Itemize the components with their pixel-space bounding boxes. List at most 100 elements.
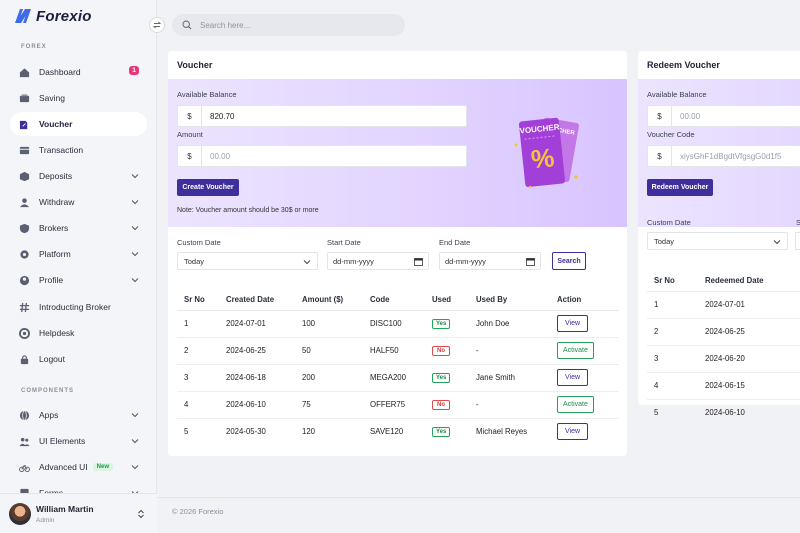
redeem-table: Sr No Redeemed Date 1 2024-07-01 2 2024-06…: [647, 270, 800, 426]
gear-icon: [18, 248, 30, 260]
amount-label: Amount: [177, 130, 203, 139]
redeem-voucher-button[interactable]: Redeem Voucher: [647, 179, 713, 196]
search-button[interactable]: Search: [552, 252, 586, 270]
cell-date: 2024-06-18: [219, 364, 295, 392]
topbar: [149, 0, 800, 48]
sidebar-item-voucher[interactable]: Voucher: [10, 112, 147, 136]
currency-prefix: $: [648, 146, 672, 166]
view-button[interactable]: View: [557, 423, 589, 441]
cell-code: MEGA200: [363, 364, 425, 392]
cell-used-by: Jane Smith: [469, 364, 550, 392]
cell-sr: 4: [177, 391, 219, 419]
hashtag-icon: [18, 301, 30, 313]
home-icon: [18, 66, 30, 78]
used-badge: Yes: [432, 319, 451, 329]
chevron-down-icon: [131, 200, 139, 205]
cell-date: 2024-06-10: [705, 408, 745, 418]
sidebar-item-brokers[interactable]: Brokers: [10, 216, 147, 240]
available-balance-field[interactable]: $ 820.70: [177, 105, 467, 127]
withdraw-icon: [18, 196, 30, 208]
col-created-date: Created Date: [219, 289, 295, 311]
start-date-label: Start Date: [327, 238, 361, 247]
sidebar-item-helpdesk[interactable]: Helpdesk: [10, 321, 147, 345]
cell-used-by: Michael Reyes: [476, 427, 528, 437]
redeem-balance-label: Available Balance: [647, 90, 707, 99]
sidebar-item-label: Platform: [39, 249, 71, 259]
sidebar-item-withdraw[interactable]: Withdraw: [10, 190, 147, 214]
redeem-custom-date-label: Custom Date: [647, 218, 691, 227]
sidebar-item-label: Logout: [39, 354, 65, 364]
chevron-down-icon: [131, 174, 139, 179]
sidebar-item-ui-elements[interactable]: UI Elements: [10, 429, 147, 453]
sidebar-item-advanced-ui[interactable]: Advanced UI New: [10, 455, 147, 479]
notification-badge: 1: [129, 66, 139, 75]
redeem-balance-placeholder: 00.00: [680, 111, 701, 121]
table-row: 4 2024-06-15: [647, 372, 800, 400]
cell-sr: 3: [647, 345, 698, 373]
sidebar-item-saving[interactable]: Saving: [10, 86, 147, 110]
view-button[interactable]: View: [557, 369, 589, 386]
table-row: 3 2024-06-20: [647, 345, 800, 373]
table-row: 2 2024-06-25 50 HALF50 No - Activate: [177, 337, 619, 365]
cell-date: 2024-06-25: [698, 318, 800, 346]
logo[interactable]: Forexio: [14, 6, 92, 26]
voucher-code-field[interactable]: $ xiysGhF1dBgdtVfgsgG0d1f5: [647, 145, 800, 167]
cell-code: HALF50: [363, 337, 425, 365]
start-date-input[interactable]: dd-mm-yyyy: [327, 252, 429, 270]
sidebar-item-profile[interactable]: Profile: [10, 268, 147, 292]
available-balance-label: Available Balance: [177, 90, 237, 99]
redeem-title: Redeem Voucher: [647, 60, 720, 70]
sidebar-item-introducing-broker[interactable]: Introducting Broker: [10, 295, 147, 319]
chevron-up-down-icon[interactable]: [137, 509, 145, 519]
amount-field[interactable]: $ 00.00: [177, 145, 467, 167]
sidebar-item-transaction[interactable]: Transaction: [10, 138, 147, 162]
redeem-balance-field[interactable]: $ 00.00: [647, 105, 800, 127]
start-date-placeholder: dd-mm-yyyy: [333, 256, 374, 266]
user-name: William Martin: [36, 504, 94, 514]
end-date-input[interactable]: dd-mm-yyyy: [439, 252, 541, 270]
cell-date: 2024-06-10: [219, 391, 295, 419]
user-profile[interactable]: William Martin Admin: [0, 493, 157, 533]
sidebar-item-label: Voucher: [39, 119, 73, 129]
cell-date: 2024-06-25: [219, 337, 295, 365]
custom-date-select[interactable]: Today: [177, 252, 318, 270]
activate-button[interactable]: Activate: [557, 342, 594, 359]
sidebar-toggle-button[interactable]: [149, 17, 165, 33]
cell-date: 2024-07-01: [219, 310, 295, 338]
chevron-down-icon: [773, 240, 781, 245]
swap-icon: [153, 21, 161, 29]
calendar-icon[interactable]: [526, 257, 535, 266]
search-input[interactable]: [200, 20, 390, 30]
lock-icon: [18, 353, 30, 365]
view-button[interactable]: View: [557, 315, 589, 332]
voucher-table: Sr No Created Date Amount ($) Code Used …: [177, 289, 619, 445]
table-row: 5 2024-06-10: [647, 399, 800, 426]
table-row: 4 2024-06-10 75 OFFER75 No - Activate: [177, 391, 619, 419]
cell-code: DISC100: [363, 310, 425, 338]
cell-sr: 2: [647, 318, 698, 346]
voucher-note: Note: Voucher amount should be 30$ or mo…: [177, 207, 319, 214]
sidebar-item-logout[interactable]: Logout: [10, 347, 147, 371]
sidebar-item-apps[interactable]: Apps: [10, 403, 147, 427]
sidebar-item-dashboard[interactable]: Dashboard 1: [10, 60, 147, 84]
cell-amount: 200: [295, 364, 363, 392]
sidebar-item-label: Dashboard: [39, 67, 81, 77]
chevron-down-icon: [131, 226, 139, 231]
sidebar-item-label: Withdraw: [39, 197, 75, 207]
sidebar-item-label: Helpdesk: [39, 328, 75, 338]
activate-button[interactable]: Activate: [557, 396, 594, 413]
create-voucher-button[interactable]: Create Voucher: [177, 179, 239, 196]
cell-used-by: -: [469, 337, 550, 365]
redeem-custom-date-select[interactable]: Today: [647, 232, 788, 250]
used-badge: No: [432, 400, 450, 410]
chevron-down-icon: [303, 260, 311, 265]
col-code: Code: [363, 289, 425, 311]
sidebar-item-deposits[interactable]: Deposits: [10, 164, 147, 188]
redeem-cut-input[interactable]: [795, 232, 800, 250]
cell-amount: 50: [295, 337, 363, 365]
cell-amount: 100: [295, 310, 363, 338]
used-badge: Yes: [432, 427, 451, 438]
sidebar-item-platform[interactable]: Platform: [10, 242, 147, 266]
calendar-icon[interactable]: [414, 257, 423, 266]
copyright-text: © 2026 Forexio: [172, 507, 224, 516]
